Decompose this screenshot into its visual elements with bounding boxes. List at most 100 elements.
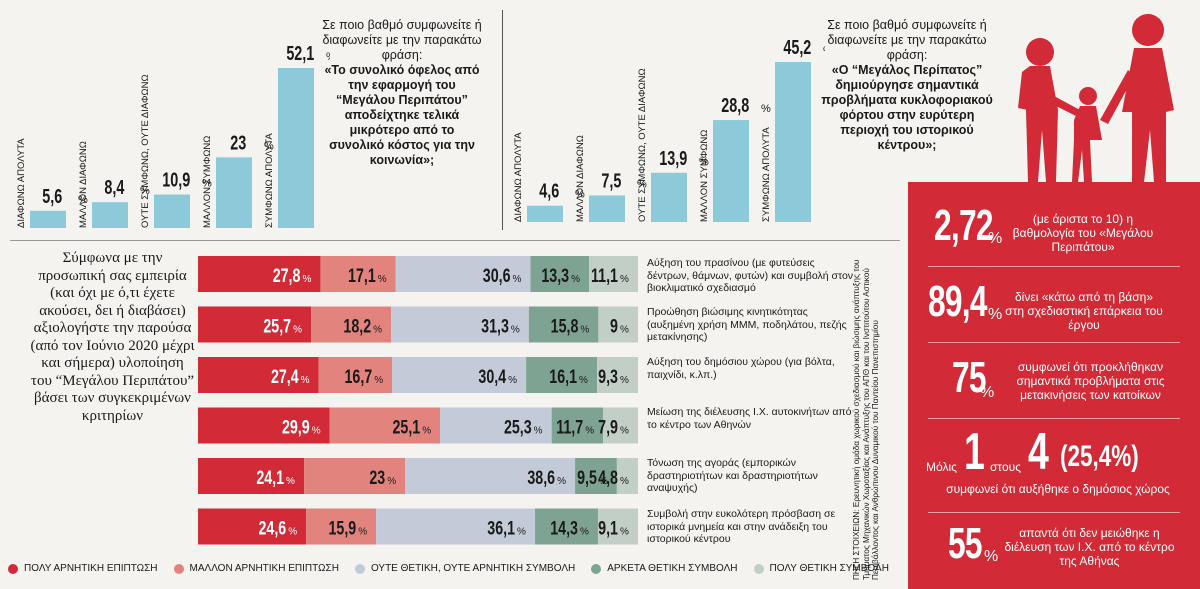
segment-percent-sign: % xyxy=(579,375,588,386)
segment-percent-sign: % xyxy=(620,375,629,386)
segment-percent-sign: % xyxy=(580,527,589,538)
bar xyxy=(527,205,563,222)
bar-percent-sign: % xyxy=(326,51,330,63)
chart-divider xyxy=(502,10,503,230)
agreement-bar-chart-benefit: 5,6 %ΔΙΑΦΩΝΩ ΑΠΟΛΥΤΑ 8,4 %ΜΑΛΛΟΝ ΔΙΑΦΩΝΩ 10,… xyxy=(16,42,330,228)
question-traffic-intro: Σε ποιο βαθμό συμφωνείτε ή διαφωνείτε με… xyxy=(827,18,987,62)
stacked-segment xyxy=(198,306,312,343)
bar xyxy=(713,120,749,222)
stat-text: δίνει «κάτω από τη βάση» στη σχεδιαστική… xyxy=(1005,290,1163,332)
legend-dot-rather-negative xyxy=(173,563,184,574)
row-label: Συμβολή στην ευκολότερη πρόσβαση σε ιστο… xyxy=(647,508,836,545)
family-silhouette-icon xyxy=(1018,14,1174,182)
stat-divider xyxy=(928,418,1180,419)
legend-dot-rather-positive xyxy=(591,563,602,574)
segment-percent-sign: % xyxy=(374,375,383,386)
stacked-bar-chart: 27,8% 17,1% 30,6% 13,3% 11,1 %25,7% 18,2% 31,3%… xyxy=(198,256,638,545)
segment-percent-sign: % xyxy=(585,426,594,437)
segment-percent-sign: % xyxy=(302,274,311,285)
bar-percent-sign: % xyxy=(823,45,825,57)
stacked-segment xyxy=(198,407,330,444)
segment-percent-sign: % xyxy=(422,426,431,437)
stat-text: συμφωνεί ότι αυξήθηκε ο δημόσιος χώρος xyxy=(946,482,1170,496)
segment-value-label: 17,1 xyxy=(348,265,376,286)
legend-item: ΜΑΛΛΟΝ ΑΡΝΗΤΙΚΗ ΕΠΙΠΤΩΣΗ xyxy=(173,563,339,574)
category-label: ΣΥΜΦΩΝΩ ΑΠΟΛΥΤΑ xyxy=(264,133,275,228)
stat-divider xyxy=(928,342,1180,343)
stacked-segment xyxy=(329,407,441,444)
segment-percent-sign: % xyxy=(511,325,520,336)
segment-percent-sign: % xyxy=(620,274,629,285)
segment-value-label: 15,9 xyxy=(328,518,356,539)
stat-suffix: % xyxy=(988,306,1003,323)
stacked-segment xyxy=(392,357,527,393)
segment-value-label: 9 xyxy=(610,316,618,337)
bar xyxy=(589,195,625,222)
segment-value-label: 25,1 xyxy=(393,417,421,438)
segment-percent-sign: % xyxy=(378,274,387,285)
legend-dot-very-negative xyxy=(8,563,18,574)
stat-divider xyxy=(928,512,1180,513)
bar-percent-sign: % xyxy=(140,185,150,197)
agreement-bar-chart-traffic: 4,6 %ΔΙΑΦΩΝΩ ΑΠΟΛΥΤΑ 7,5 %ΜΑΛΛΟΝ ΔΙΑΦΩΝΩ 13,… xyxy=(513,36,825,222)
segment-percent-sign: % xyxy=(620,476,629,487)
segment-value-label: 24,6 xyxy=(259,518,287,539)
row-label: Τόνωση της αγοράς (εμπορικών δραστηριοτή… xyxy=(647,457,818,494)
bar xyxy=(154,194,190,228)
bar-value-label: 8,4 xyxy=(104,176,124,199)
stats-panel: 2,72 % (με άριστα το 10) η βαθμολογία το… xyxy=(908,182,1200,589)
stacked-segment xyxy=(395,256,531,292)
segment-value-label: 4,8 xyxy=(598,467,618,488)
stacked-segment xyxy=(198,256,321,292)
stat-paren: (25,4%) xyxy=(1060,440,1139,473)
stat-number: 55 xyxy=(948,519,983,568)
legend-label: ΟΥΤΕ ΘΕΤΙΚΗ, ΟΥΤΕ ΑΡΝΗΤΙΚΗ ΣΥΜΒΟΛΗ xyxy=(370,563,576,574)
stacked-segment xyxy=(603,407,638,444)
segment-value-label: 18,2 xyxy=(343,316,371,337)
question-benefit: Σε ποιο βαθμό συμφωνείτε ή διαφωνείτε με… xyxy=(322,18,482,168)
stacked-segment xyxy=(376,508,536,545)
segment-value-label: 11,1 xyxy=(591,265,618,286)
category-label: ΜΑΛΛΟΝ ΣΥΜΦΩΝΩ xyxy=(202,136,213,228)
segment-value-label: 23 xyxy=(369,467,385,488)
segment-value-label: 16,7 xyxy=(345,366,373,387)
segment-value-label: 29,9 xyxy=(282,417,310,438)
stacked-segment xyxy=(535,508,598,545)
stacked-segment xyxy=(318,357,393,393)
bar-percent-sign: % xyxy=(699,156,709,168)
source-note: ΠΗΓΗ ΣΤΟΙΧΕΙΩΝ: Ερευνητική ομάδα χωρικού… xyxy=(852,240,880,580)
segment-value-label: 9,5 xyxy=(577,467,597,488)
stacked-segment xyxy=(530,256,590,292)
stacked-intro: Σύμφωνα με την προσωπική σας εμπειρία (κ… xyxy=(30,250,195,424)
segment-percent-sign: % xyxy=(620,527,629,538)
stacked-segment xyxy=(526,357,598,393)
segment-value-label: 25,3 xyxy=(504,417,532,438)
stat-number: 2,72 xyxy=(934,201,993,250)
stat-suffix: % xyxy=(984,548,999,565)
segment-value-label: 27,4 xyxy=(271,366,299,387)
segment-percent-sign: % xyxy=(580,325,589,336)
stat-design: 89,4 % δίνει «κάτω από τη βάση» στη σχεδ… xyxy=(908,274,1200,334)
stacked-segment xyxy=(589,256,638,292)
segment-percent-sign: % xyxy=(620,426,629,437)
stat-suffix: % xyxy=(980,384,995,401)
stat-middle: στους xyxy=(990,460,1021,474)
stacked-segment xyxy=(616,458,638,494)
stacked-segment xyxy=(198,458,305,494)
segment-value-label: 7,9 xyxy=(598,417,618,438)
segment-percent-sign: % xyxy=(620,325,629,336)
stat-number-2: 4 xyxy=(1028,423,1049,481)
stat-number: 75 xyxy=(952,353,987,402)
stacked-segment xyxy=(551,407,604,444)
legend-item: ΠΟΛΥ ΘΕΤΙΚΗ ΣΥΜΒΟΛΗ xyxy=(753,563,889,574)
row-label: Αύξηση του δημόσιου χώρου (για βόλτα, πα… xyxy=(647,356,835,381)
bar-value-label: 23 xyxy=(230,131,246,154)
segment-percent-sign: % xyxy=(312,426,321,437)
bar-percent-sign: % xyxy=(202,178,212,190)
stat-traffic: 75 % συμφωνεί ότι προκλήθηκαν σημαντικά … xyxy=(908,350,1200,410)
stacked-segment xyxy=(198,508,307,545)
bar xyxy=(775,62,811,222)
row-label: Αύξηση του πρασίνου (με φυτεύσεις δέντρω… xyxy=(647,257,854,294)
bar-value-label: 7,5 xyxy=(601,169,621,192)
legend-label: ΜΑΛΛΟΝ ΑΡΝΗΤΙΚΗ ΕΠΙΠΤΩΣΗ xyxy=(189,563,339,574)
